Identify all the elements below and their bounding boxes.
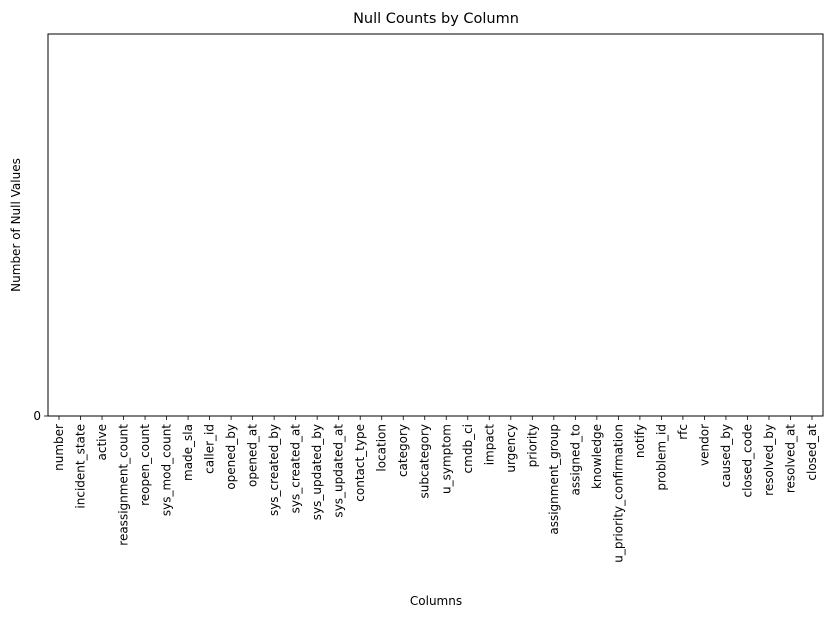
x-tick-label: incident_state <box>74 424 88 509</box>
x-axis-ticks: number incident_state active reassignment_c… <box>52 416 819 563</box>
x-tick-label: u_priority_confirmation <box>611 424 625 563</box>
x-tick-label: impact <box>482 424 496 466</box>
x-tick-label: knowledge <box>590 424 604 489</box>
x-tick-label: assignment_group <box>547 424 561 535</box>
y-tick-label: 0 <box>33 409 41 423</box>
x-tick-label: caller_id <box>203 424 217 474</box>
y-axis-label: Number of Null Values <box>9 158 23 292</box>
x-tick-label: contact_type <box>353 424 367 502</box>
x-tick-label: category <box>396 424 410 477</box>
x-axis-label: Columns <box>410 594 462 608</box>
x-tick-label: subcategory <box>418 424 432 499</box>
x-tick-label: reassignment_count <box>117 424 131 546</box>
x-tick-label: reopen_count <box>138 424 152 506</box>
x-tick-label: made_sla <box>181 424 195 481</box>
y-axis-ticks: 0 <box>33 409 48 423</box>
x-tick-label: cmdb_ci <box>461 424 475 473</box>
x-tick-label: number <box>52 424 66 471</box>
x-tick-label: priority <box>525 424 539 467</box>
x-tick-label: caused_by <box>719 424 733 488</box>
x-tick-label: u_symptom <box>439 424 453 494</box>
x-tick-label: urgency <box>504 424 518 473</box>
x-tick-label: location <box>375 424 389 472</box>
x-tick-label: closed_at <box>805 424 819 481</box>
x-tick-label: active <box>95 424 109 460</box>
x-tick-label: closed_code <box>740 424 754 497</box>
x-tick-label: sys_updated_by <box>310 424 324 520</box>
x-tick-label: resolved_by <box>762 424 776 496</box>
x-tick-label: sys_created_at <box>289 424 303 514</box>
x-tick-label: notify <box>633 424 647 458</box>
x-tick-label: opened_by <box>224 424 238 490</box>
x-tick-label: assigned_to <box>568 424 582 495</box>
x-tick-label: sys_created_by <box>267 424 281 516</box>
x-tick-label: opened_at <box>246 424 260 487</box>
chart-title: Null Counts by Column <box>353 11 519 27</box>
x-tick-label: problem_id <box>654 424 668 491</box>
x-tick-label: rfc <box>676 424 690 440</box>
x-tick-label: vendor <box>697 424 711 466</box>
x-tick-label: resolved_at <box>783 424 797 493</box>
x-tick-label: sys_mod_count <box>160 424 174 516</box>
plot-area <box>47 33 824 417</box>
x-tick-label: sys_updated_at <box>332 424 346 518</box>
